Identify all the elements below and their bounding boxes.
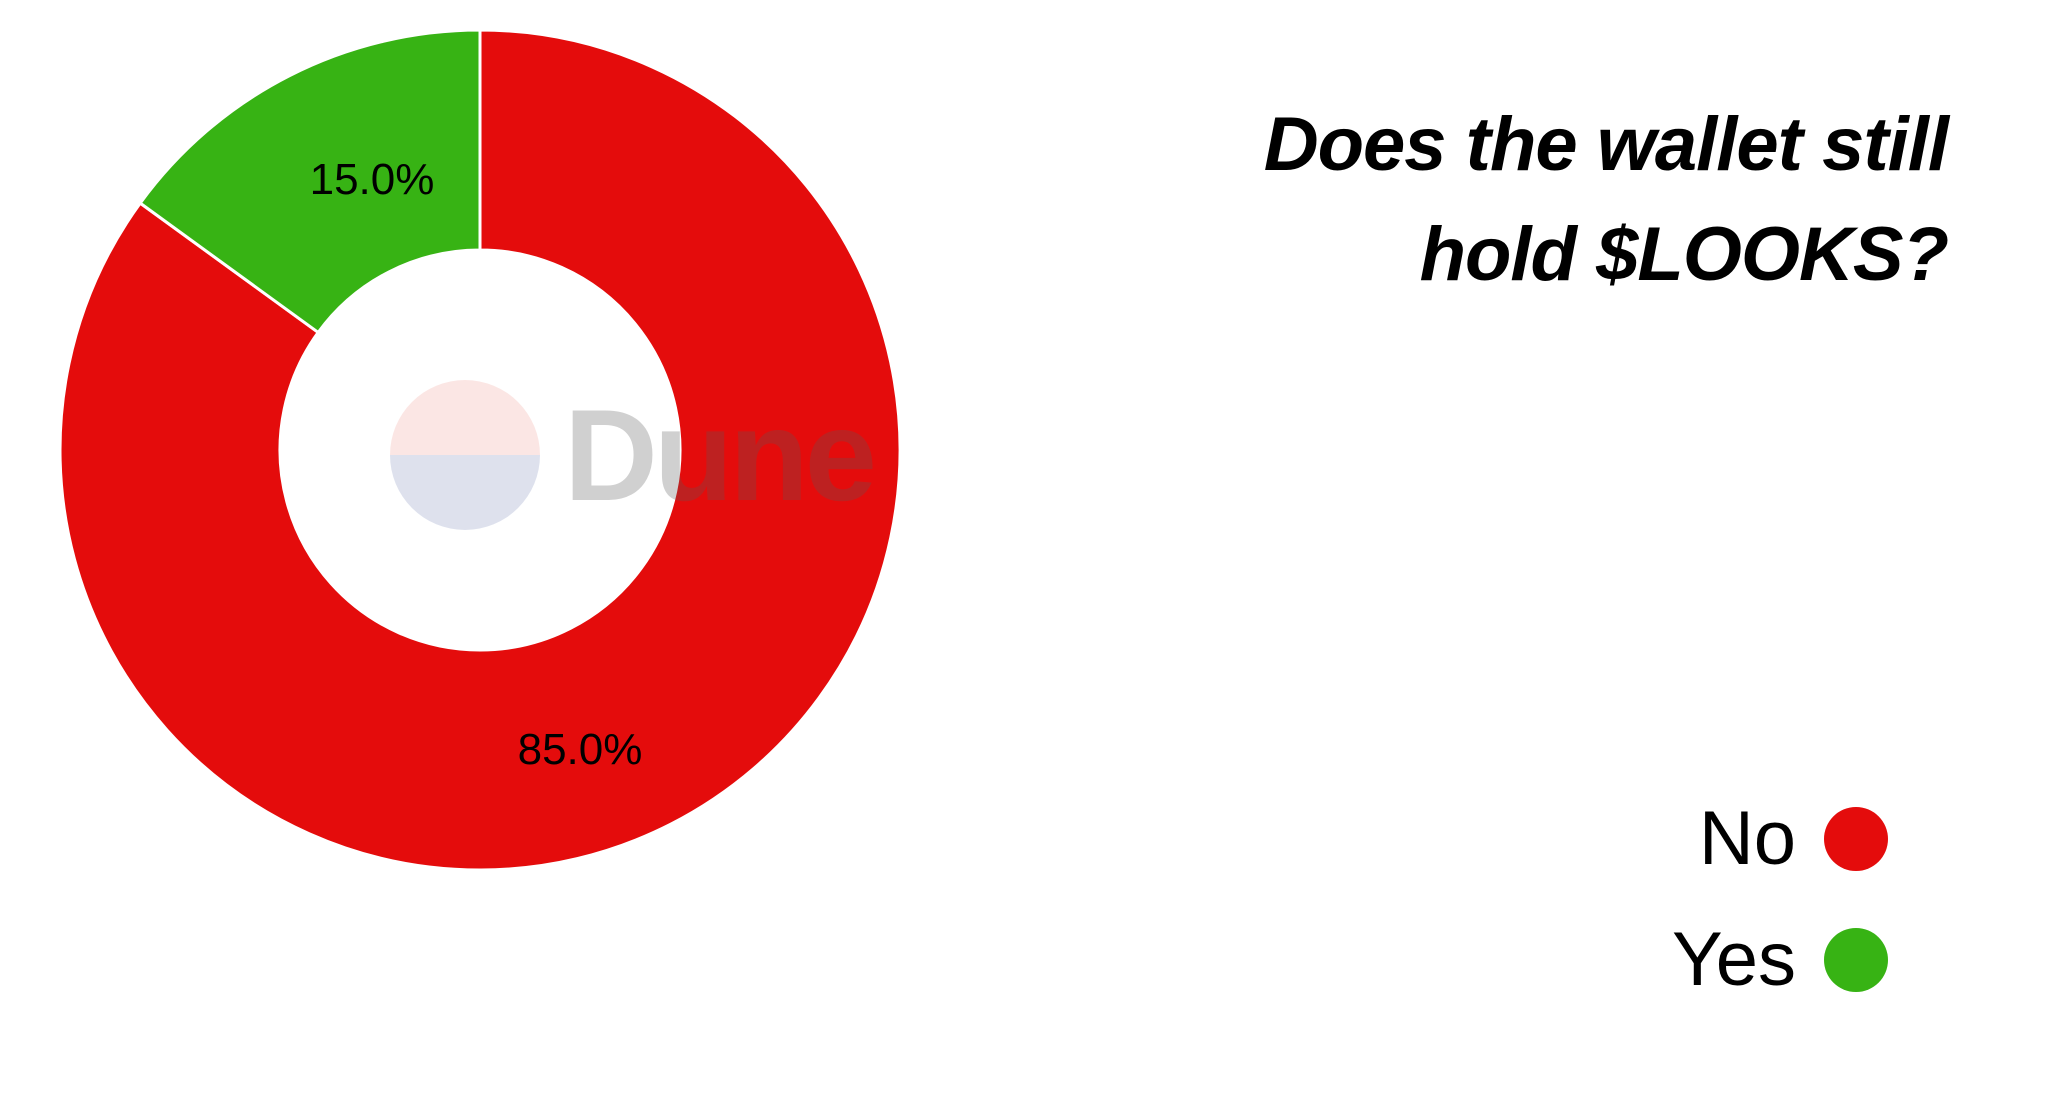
title-line-2: hold $LOOKS?: [1420, 212, 1948, 297]
legend-label-no: No: [1699, 795, 1796, 882]
donut-svg: [60, 30, 900, 870]
donut-chart: 85.0% 15.0%: [60, 30, 900, 870]
chart-title: Does the wallet still hold $LOOKS?: [948, 90, 1948, 310]
legend-label-yes: Yes: [1672, 916, 1796, 1003]
legend: No Yes: [1672, 761, 1888, 1003]
legend-dot-no: [1824, 807, 1888, 871]
legend-item-no: No: [1672, 795, 1888, 882]
slice-label-no: 85.0%: [518, 725, 643, 775]
legend-dot-yes: [1824, 928, 1888, 992]
title-line-1: Does the wallet still: [1264, 102, 1948, 187]
slice-label-yes: 15.0%: [310, 155, 435, 205]
legend-item-yes: Yes: [1672, 916, 1888, 1003]
